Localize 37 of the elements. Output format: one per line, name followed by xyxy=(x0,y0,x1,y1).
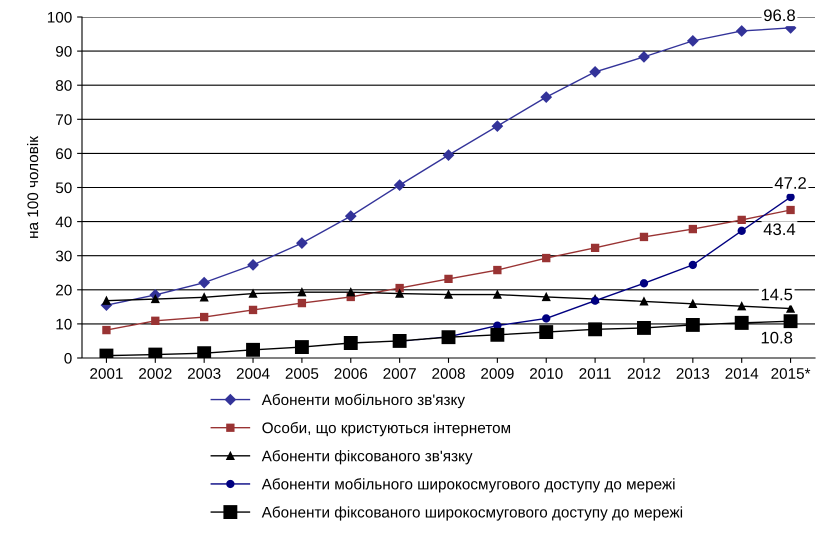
x-tick-label: 2009 xyxy=(481,368,514,379)
annotation: 96.8 xyxy=(764,9,795,22)
annotation: 10.8 xyxy=(762,332,792,344)
legend-label: Абоненти мобільного широкосмугового доступу до мережі xyxy=(262,478,674,492)
x-tick-label: 2007 xyxy=(383,368,416,379)
legend-label: Абоненти фіксованого зв'язку xyxy=(262,450,473,464)
x-tick-label: 2005 xyxy=(286,368,318,379)
annotation: 47.2 xyxy=(774,177,806,189)
x-tick-label: 2002 xyxy=(139,368,172,379)
x-tick-label: 2012 xyxy=(628,368,660,379)
y-tick-label: 70 xyxy=(56,114,72,125)
y-tick-label: 50 xyxy=(56,182,72,194)
x-tick-label: 2004 xyxy=(236,368,270,379)
y-tick-label: 30 xyxy=(56,250,72,262)
x-tick-label: 2008 xyxy=(432,368,465,379)
legend-label: Особи, що кристуються інтернетом xyxy=(262,422,510,436)
x-tick-label: 2014 xyxy=(725,368,758,379)
x-tick-label: 2010 xyxy=(530,368,563,379)
x-tick-label: 2013 xyxy=(676,368,710,379)
y-tick-label: 90 xyxy=(56,46,72,57)
legend-label: Абоненти фіксованого широкосмугового доступу до мережі xyxy=(262,506,682,521)
y-tick-label: 10 xyxy=(56,318,72,330)
x-tick-label: 2011 xyxy=(579,368,611,379)
x-tick-label: 2003 xyxy=(188,368,220,379)
annotation: 43.4 xyxy=(764,223,796,236)
x-tick-label: 2006 xyxy=(334,368,368,379)
x-tick-label: 2001 xyxy=(90,368,123,379)
y-tick-label: 40 xyxy=(56,216,72,228)
y-tick-label: 0 xyxy=(64,352,72,364)
y-tick-label: 80 xyxy=(56,80,72,91)
legend-label: Абоненти мобільного зв'язку xyxy=(262,394,465,408)
x-tick-label: 2015* xyxy=(771,368,810,379)
y-tick-label: 60 xyxy=(56,148,72,160)
y-tick-label: 100 xyxy=(48,12,72,23)
y-tick-label: 20 xyxy=(56,284,72,296)
y-axis-title: на 100 чоловік xyxy=(26,136,38,238)
annotation: 14.5 xyxy=(762,288,792,300)
